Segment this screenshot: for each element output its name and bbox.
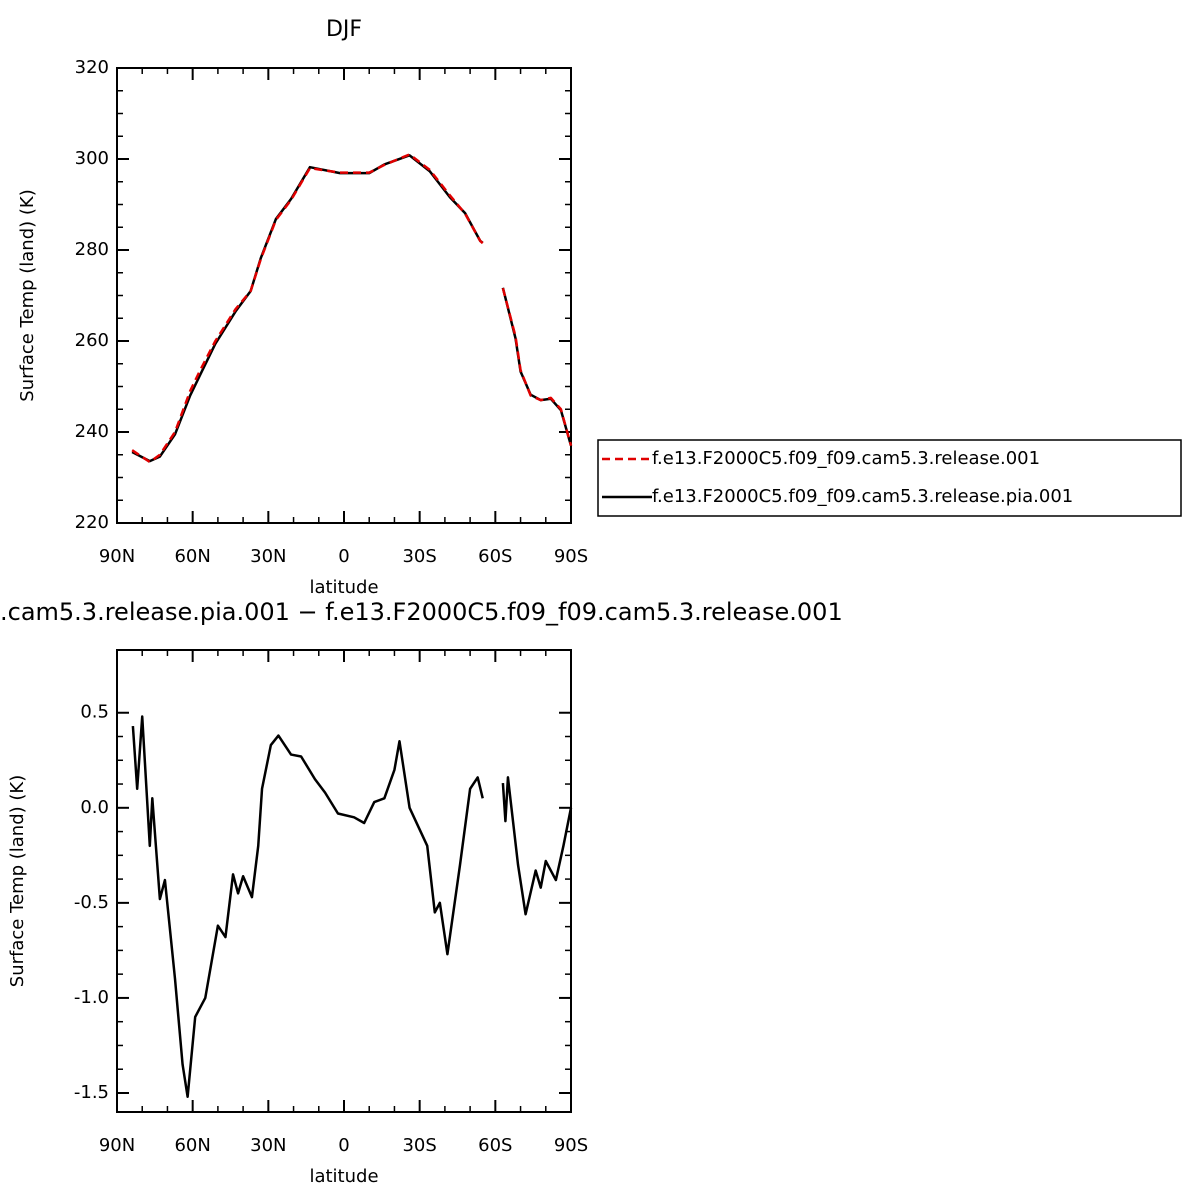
x-tick-label: 60S bbox=[478, 1135, 512, 1156]
y-tick-label: 260 bbox=[75, 330, 109, 351]
y-axis-label: Surface Temp (land) (K) bbox=[17, 189, 38, 401]
x-tick-label: 0 bbox=[338, 546, 349, 567]
y-tick-label: 0.0 bbox=[80, 797, 109, 818]
legend-box bbox=[597, 439, 1182, 517]
x-tick-label: 90N bbox=[99, 546, 135, 567]
x-tick-label: 60N bbox=[174, 546, 210, 567]
x-tick-label: 30S bbox=[402, 546, 436, 567]
x-tick-label: 30S bbox=[402, 1135, 436, 1156]
y-tick-label: -1.0 bbox=[74, 987, 109, 1008]
x-axis-label: latitude bbox=[309, 577, 378, 598]
x-axis-label: latitude bbox=[309, 1166, 378, 1187]
y-axis-label: Surface Temp (land) (K) bbox=[7, 775, 28, 987]
y-tick-label: 300 bbox=[75, 148, 109, 169]
y-tick-label: 240 bbox=[75, 421, 109, 442]
data-line bbox=[131, 153, 573, 464]
y-tick-label: 0.5 bbox=[80, 702, 109, 723]
plot-frame bbox=[116, 67, 572, 524]
x-tick-label: 0 bbox=[338, 1135, 349, 1156]
plot-frame bbox=[116, 649, 572, 1113]
y-tick-label: 280 bbox=[75, 239, 109, 260]
y-tick-label: -0.5 bbox=[74, 892, 109, 913]
legend-label: f.e13.F2000C5.f09_f09.cam5.3.release.001 bbox=[652, 448, 1040, 469]
data-line bbox=[131, 715, 573, 1099]
chart-title: DJF bbox=[326, 17, 362, 42]
x-tick-label: 90S bbox=[554, 546, 588, 567]
legend-label: f.e13.F2000C5.f09_f09.cam5.3.release.pia… bbox=[652, 486, 1073, 507]
data-line bbox=[131, 154, 573, 463]
y-tick-label: 220 bbox=[75, 512, 109, 533]
x-tick-label: 30N bbox=[250, 1135, 286, 1156]
x-tick-label: 60N bbox=[174, 1135, 210, 1156]
x-tick-label: 30N bbox=[250, 546, 286, 567]
chart-title: .cam5.3.release.pia.001 − f.e13.F2000C5.… bbox=[0, 598, 843, 626]
x-tick-label: 90S bbox=[554, 1135, 588, 1156]
x-tick-label: 90N bbox=[99, 1135, 135, 1156]
y-tick-label: 320 bbox=[75, 57, 109, 78]
y-tick-label: -1.5 bbox=[74, 1082, 109, 1103]
x-tick-label: 60S bbox=[478, 546, 512, 567]
